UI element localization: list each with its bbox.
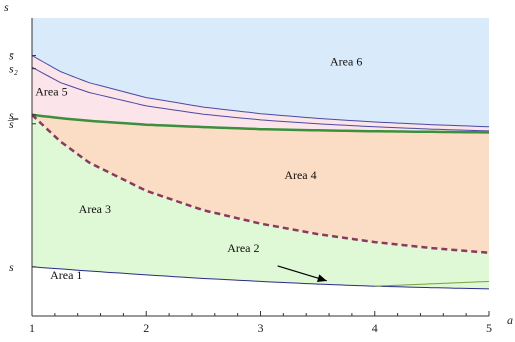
annotation-arrow (277, 265, 327, 283)
x-tick-label: 2 (143, 321, 149, 335)
curve-green (31, 113, 489, 134)
x-tick-label: 4 (372, 321, 378, 335)
y-tick-label: s (9, 260, 14, 274)
chart-axes: 1 2 3 4 5 s̄s₂ s̲s̿ s s a (4, 0, 513, 335)
label-area-1: Area 1 (50, 268, 82, 282)
y-tick-label: s̲ (7, 108, 14, 122)
label-area-5: Area 5 (35, 84, 67, 98)
curve-bottom (31, 266, 490, 290)
y-tick-label: s₂ (9, 62, 18, 76)
chart-regions (32, 18, 489, 316)
x-tick-label: 3 (258, 321, 264, 335)
arrow-head (316, 274, 327, 283)
region-area-5 (32, 55, 489, 133)
label-area-2: Area 2 (227, 241, 259, 255)
label-area-6: Area 6 (330, 55, 362, 69)
curve-upper2 (31, 66, 490, 132)
region-area-4 (32, 114, 489, 253)
y-tick-label: s̿ (9, 117, 19, 131)
y-axis-label: s (4, 0, 9, 14)
x-axis-label: a (507, 313, 513, 327)
x-tick-label: 1 (29, 321, 35, 335)
region-area-1 (32, 266, 489, 316)
chart-area-labels: Area 6 Area 5 Area 4 Area 3 Area 2 Area 1 (35, 55, 362, 282)
label-area-3: Area 3 (79, 202, 111, 216)
curve-lower-green (374, 280, 490, 287)
curve-upper1 (31, 55, 490, 128)
y-tick-label: s̄ (9, 49, 14, 63)
chart-curves (31, 55, 490, 290)
label-area-4: Area 4 (284, 168, 316, 182)
region-area-6 (32, 18, 489, 127)
region-area-3 (32, 114, 489, 289)
x-tick-label: 5 (486, 321, 492, 335)
curve-dashed (31, 113, 490, 255)
